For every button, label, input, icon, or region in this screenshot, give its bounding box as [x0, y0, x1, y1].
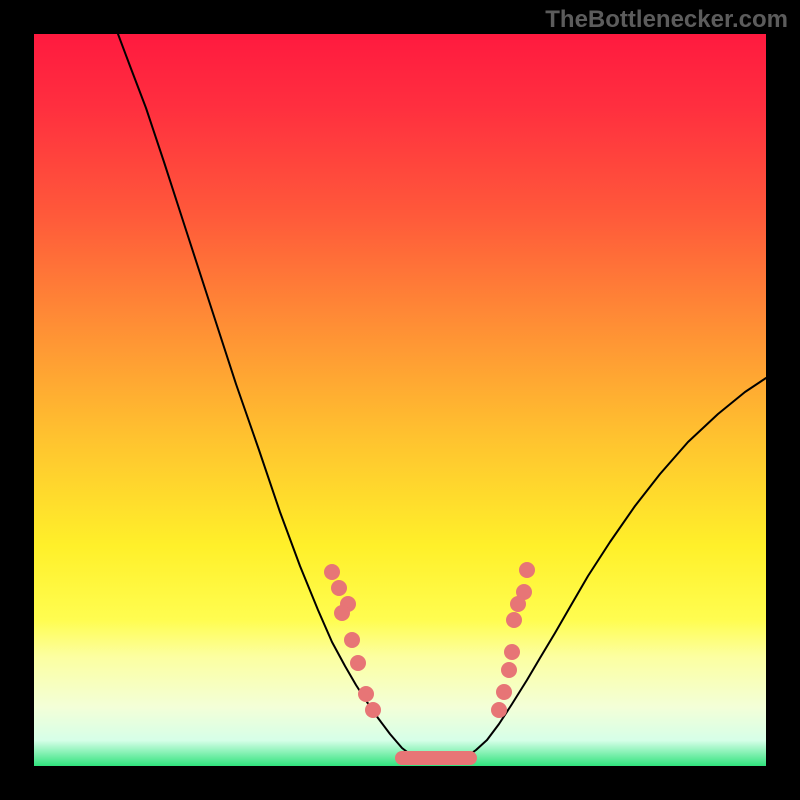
marker-dot — [350, 655, 366, 671]
marker-dot — [510, 596, 526, 612]
marker-dot — [504, 644, 520, 660]
marker-dot — [496, 684, 512, 700]
marker-dot — [324, 564, 340, 580]
marker-dot — [358, 686, 374, 702]
bottleneck-chart — [0, 0, 800, 800]
bottom-marker-bar — [395, 751, 477, 765]
marker-dot — [506, 612, 522, 628]
plot-area — [34, 34, 766, 766]
marker-dot — [519, 562, 535, 578]
marker-dot — [491, 702, 507, 718]
watermark-text: TheBottlenecker.com — [545, 6, 788, 34]
marker-dot — [365, 702, 381, 718]
marker-dot — [344, 632, 360, 648]
gradient-background — [34, 34, 766, 766]
marker-dot — [334, 605, 350, 621]
marker-dot — [501, 662, 517, 678]
marker-dot — [331, 580, 347, 596]
